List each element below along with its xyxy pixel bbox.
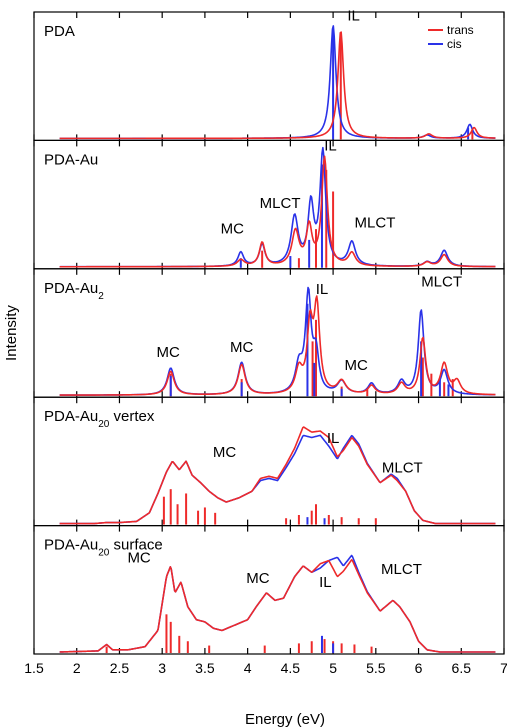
- annotation-mc: MC: [127, 549, 150, 566]
- series-line-cis: [59, 286, 496, 396]
- series-line-trans: [59, 426, 496, 525]
- panel-label: PDA-Au2: [44, 280, 104, 302]
- x-tick-label: 7: [500, 660, 507, 676]
- annotation-mlct: MLCT: [382, 460, 423, 477]
- panels-layer: PDA IL PDA-Au IL MC MLCT MLCT PDA-Au2 IL MC MC MC ML…: [33, 8, 505, 655]
- annotation-il: IL: [327, 430, 340, 447]
- series-line-cis: [59, 554, 496, 653]
- annotation-il: IL: [319, 574, 332, 591]
- series-line-cis: [59, 434, 496, 525]
- x-tick-label: 2.5: [110, 660, 130, 676]
- panel-1: PDA IL: [33, 8, 505, 141]
- x-tick-label: 4.5: [281, 660, 301, 676]
- panel-frame: [33, 11, 505, 141]
- panel-2: PDA-Au IL MC MLCT MLCT: [33, 137, 505, 270]
- axes-layer: 1.5 2 2.5 3 3.5 4 4.5 5 5.5 6 6.5 7 Energy (eV) Inten…: [3, 305, 507, 728]
- panel-frame: [33, 396, 505, 527]
- annotation-il: IL: [347, 8, 360, 25]
- annotation-mlct: MLCT: [260, 195, 301, 212]
- panel-label: PDA: [44, 23, 75, 40]
- annotation-il: IL: [324, 137, 337, 154]
- series-line-trans: [59, 155, 496, 268]
- x-tick-label: 3: [158, 660, 166, 676]
- series-line-trans: [59, 295, 496, 396]
- series-line-trans: [59, 31, 496, 140]
- annotation-il: IL: [316, 281, 329, 298]
- y-axis-label: Intensity: [3, 305, 20, 361]
- annotation-mc: MC: [344, 357, 367, 374]
- x-axis-label: Energy (eV): [245, 711, 325, 728]
- annotation-mc: MC: [156, 344, 179, 361]
- x-tick-label: 2: [73, 660, 81, 676]
- panel-frame: [33, 524, 505, 655]
- x-tick-label: 6: [415, 660, 423, 676]
- series-line-trans: [59, 558, 496, 653]
- panel-label: PDA-Au: [44, 151, 98, 168]
- panel-label: PDA-Au20 vertex: [44, 408, 155, 430]
- panel-3: PDA-Au2 IL MC MC MC MLCT: [33, 268, 505, 398]
- panel-4: PDA-Au20 vertex MC IL MLCT: [33, 396, 505, 527]
- annotation-mc: MC: [213, 444, 236, 461]
- annotation-mlct: MLCT: [355, 214, 396, 231]
- annotation-mlct: MLCT: [381, 561, 422, 578]
- x-tick-label: 4: [244, 660, 252, 676]
- x-tick-label: 5.5: [366, 660, 386, 676]
- x-tick-label: 6.5: [452, 660, 472, 676]
- x-tick-label: 5: [329, 660, 337, 676]
- annotation-mc: MC: [246, 570, 269, 587]
- annotation-mc: MC: [221, 221, 244, 238]
- legend-label-trans: trans: [447, 23, 474, 37]
- annotation-mc: MC: [230, 339, 253, 356]
- x-tick-label: 3.5: [195, 660, 215, 676]
- legend-label-cis: cis: [447, 37, 462, 51]
- annotation-mlct: MLCT: [421, 273, 462, 290]
- series-line-cis: [59, 25, 496, 140]
- panel-label: PDA-Au20 surface: [44, 537, 163, 559]
- x-tick-label: 1.5: [24, 660, 44, 676]
